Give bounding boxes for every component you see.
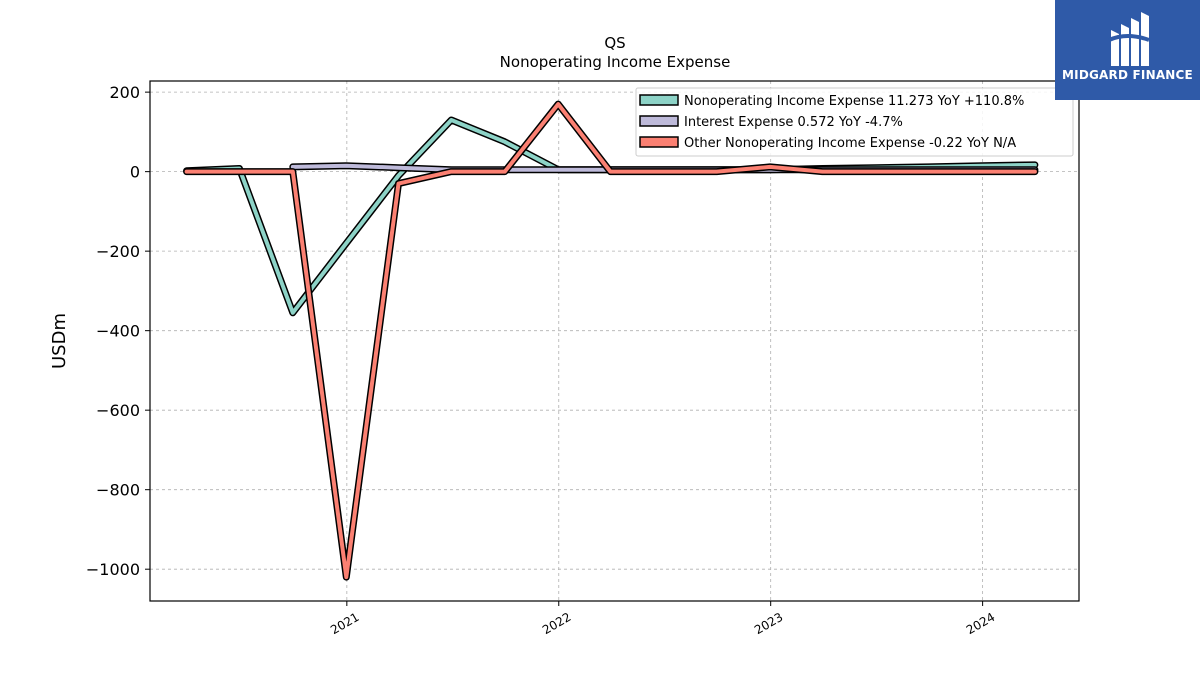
y-tick-label: 200 [109,83,140,102]
y-tick-label: −200 [96,242,140,261]
y-tick-label: −800 [96,481,140,500]
legend-box [635,87,1074,157]
y-tick-label: −400 [96,322,140,341]
x-tick-label: 2021 [328,610,361,637]
chart-subtitle: Nonoperating Income Expense [500,53,731,71]
series-line-3 [184,102,1037,580]
legend-label-2: Interest Expense 0.572 YoY -4.7% [684,115,903,130]
legend-label-1: Nonoperating Income Expense 11.273 YoY +… [684,94,1024,109]
y-tick-label: −1000 [86,560,140,579]
y-axis-label: USDm [49,313,70,369]
legend-swatch-1 [639,94,679,106]
chart-title: QS [604,34,625,52]
grid [150,81,1079,601]
series-lines [183,100,1039,581]
y-tick-label: −600 [96,401,140,420]
plot-frame [149,80,1080,602]
legend-label-3: Other Nonoperating Income Expense -0.22 … [684,136,1016,151]
legend-swatch-3 [639,136,679,148]
midgard-logo-icon [1108,12,1150,66]
x-tick-label: 2023 [752,610,785,637]
brand-logo-text: MIDGARD FINANCE [1062,68,1193,82]
legend: Nonoperating Income Expense 11.273 YoY +… [635,87,1074,157]
x-tick-label: 2024 [964,610,997,637]
x-tick-label: 2022 [540,610,573,637]
brand-logo: MIDGARD FINANCE [1055,0,1200,100]
y-tick-label: 0 [130,163,140,182]
legend-swatch-2 [639,115,679,127]
